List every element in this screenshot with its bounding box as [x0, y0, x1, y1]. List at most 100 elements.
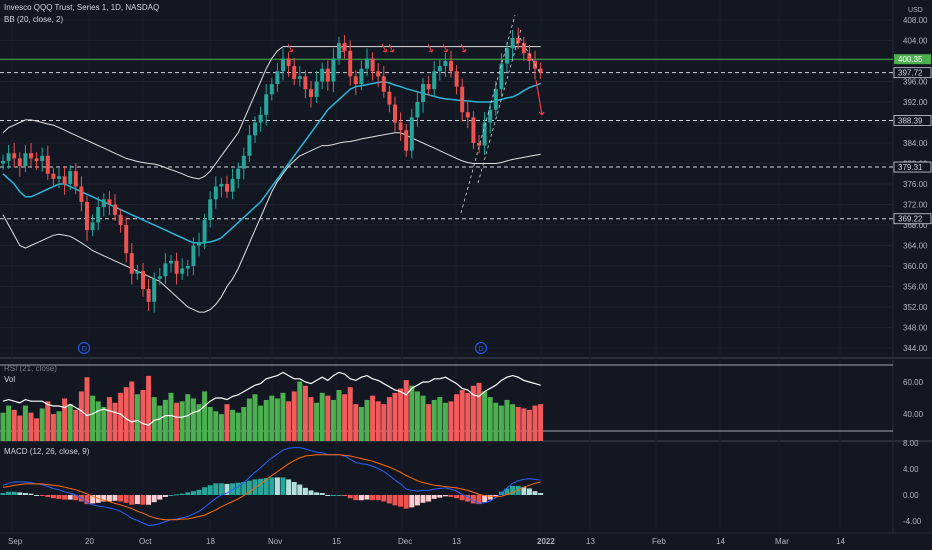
macd-histogram-bar — [476, 495, 482, 505]
candle-body — [286, 58, 291, 67]
volume-bar — [162, 399, 168, 441]
rsi-line — [2, 371, 541, 426]
macd-histogram-bar — [409, 495, 415, 508]
volume-bar — [101, 407, 107, 441]
candle-body — [342, 43, 347, 51]
price-tick-label: 364.00 — [903, 242, 928, 251]
macd-histogram-bar — [314, 492, 320, 495]
price-tick-label: 384.00 — [903, 139, 928, 148]
macd-histogram-bar — [454, 495, 460, 499]
macd-histogram-bar — [347, 495, 353, 499]
volume-bar — [202, 391, 208, 441]
price-level-label: 400.35 — [898, 55, 923, 64]
macd-histogram-bar — [22, 493, 28, 495]
down-arrow-annotation — [460, 43, 467, 53]
candle-body — [269, 84, 274, 95]
macd-histogram-bar — [398, 495, 404, 507]
candle-body — [303, 76, 308, 90]
volume-bar — [252, 394, 258, 441]
volume-bar — [510, 404, 516, 441]
volume-legend[interactable]: Vol — [4, 375, 16, 384]
macd-histogram-bar — [493, 495, 499, 496]
volume-bar — [39, 408, 45, 441]
volume-bar — [90, 395, 96, 441]
macd-histogram-bar — [224, 483, 230, 495]
candle-body — [409, 117, 414, 151]
macd-histogram-bar — [67, 495, 73, 500]
macd-legend[interactable]: MACD (12, 26, close, 9) — [4, 447, 90, 456]
macd-histogram-bar — [56, 495, 62, 499]
volume-bar — [459, 390, 465, 441]
macd-histogram-bar — [196, 489, 202, 495]
volume-bar — [129, 381, 135, 441]
macd-histogram-bar — [504, 488, 510, 495]
volume-bar — [291, 391, 297, 441]
candle-body — [107, 199, 112, 205]
macd-histogram-bar — [392, 495, 398, 506]
volume-bar — [17, 415, 23, 441]
macd-histogram-bar — [146, 495, 152, 505]
volume-bar — [123, 387, 129, 441]
candle-body — [101, 199, 106, 208]
down-arrow-annotation — [388, 43, 395, 53]
macd-histogram-bar — [426, 495, 432, 502]
macd-histogram-bar — [325, 495, 331, 496]
candle-body — [124, 225, 129, 254]
candle-body — [471, 117, 476, 143]
macd-tick-label: 0.00 — [903, 491, 919, 500]
volume-bar — [6, 405, 12, 441]
volume-bar — [325, 395, 331, 441]
candle-body — [146, 289, 151, 302]
macd-histogram-bar — [134, 495, 140, 505]
rsi-legend[interactable]: RSI (21, close) — [4, 364, 57, 373]
candle-body — [432, 71, 437, 90]
macd-histogram-bar — [168, 495, 174, 496]
candle-body — [96, 207, 101, 223]
candle-body — [510, 37, 515, 49]
candle-body — [174, 260, 179, 274]
bb-legend[interactable]: BB (20, close, 2) — [4, 15, 64, 24]
macd-histogram-bar — [39, 495, 45, 496]
macd-histogram-bar — [129, 495, 135, 505]
candle-body — [505, 48, 509, 64]
volume-bar — [213, 411, 219, 441]
candle-body — [213, 186, 218, 200]
volume-bar — [56, 411, 62, 441]
price-tick-label: 360.00 — [903, 262, 928, 271]
volume-bar — [314, 402, 320, 441]
candle-body — [236, 168, 241, 179]
candle-body — [460, 86, 465, 113]
volume-bar — [179, 401, 185, 441]
macd-histogram-bar — [420, 495, 426, 503]
candle-body — [73, 171, 78, 187]
macd-histogram-bar — [118, 495, 124, 502]
candle-body — [23, 153, 28, 167]
macd-tick-label: 4.00 — [903, 465, 919, 474]
candle-body — [387, 91, 392, 105]
volume-bar — [118, 392, 124, 441]
candle-body — [482, 122, 487, 146]
macd-histogram-bar — [157, 495, 163, 500]
macd-histogram-bar — [106, 495, 112, 502]
macd-histogram-bar — [297, 484, 303, 495]
volume-bar — [84, 377, 90, 441]
macd-histogram-bar — [179, 493, 185, 495]
volume-bar — [409, 385, 415, 441]
candle-body — [437, 66, 442, 72]
price-tick-label: 344.00 — [903, 344, 928, 353]
macd-histogram-bar — [235, 482, 241, 495]
volume-bar — [78, 391, 84, 441]
candle-body — [370, 58, 375, 72]
volume-bar — [442, 402, 448, 441]
time-tick-label: 14 — [836, 537, 845, 546]
macd-histogram-bar — [470, 495, 476, 504]
candle-body — [264, 94, 269, 115]
dividend-marker-icon — [475, 342, 487, 354]
macd-histogram-bar — [263, 478, 269, 495]
volume-bar — [302, 385, 308, 441]
volume-bar — [280, 392, 286, 441]
candle-body — [6, 153, 11, 161]
volume-bar — [106, 397, 112, 441]
bb-lower-band — [2, 132, 541, 313]
